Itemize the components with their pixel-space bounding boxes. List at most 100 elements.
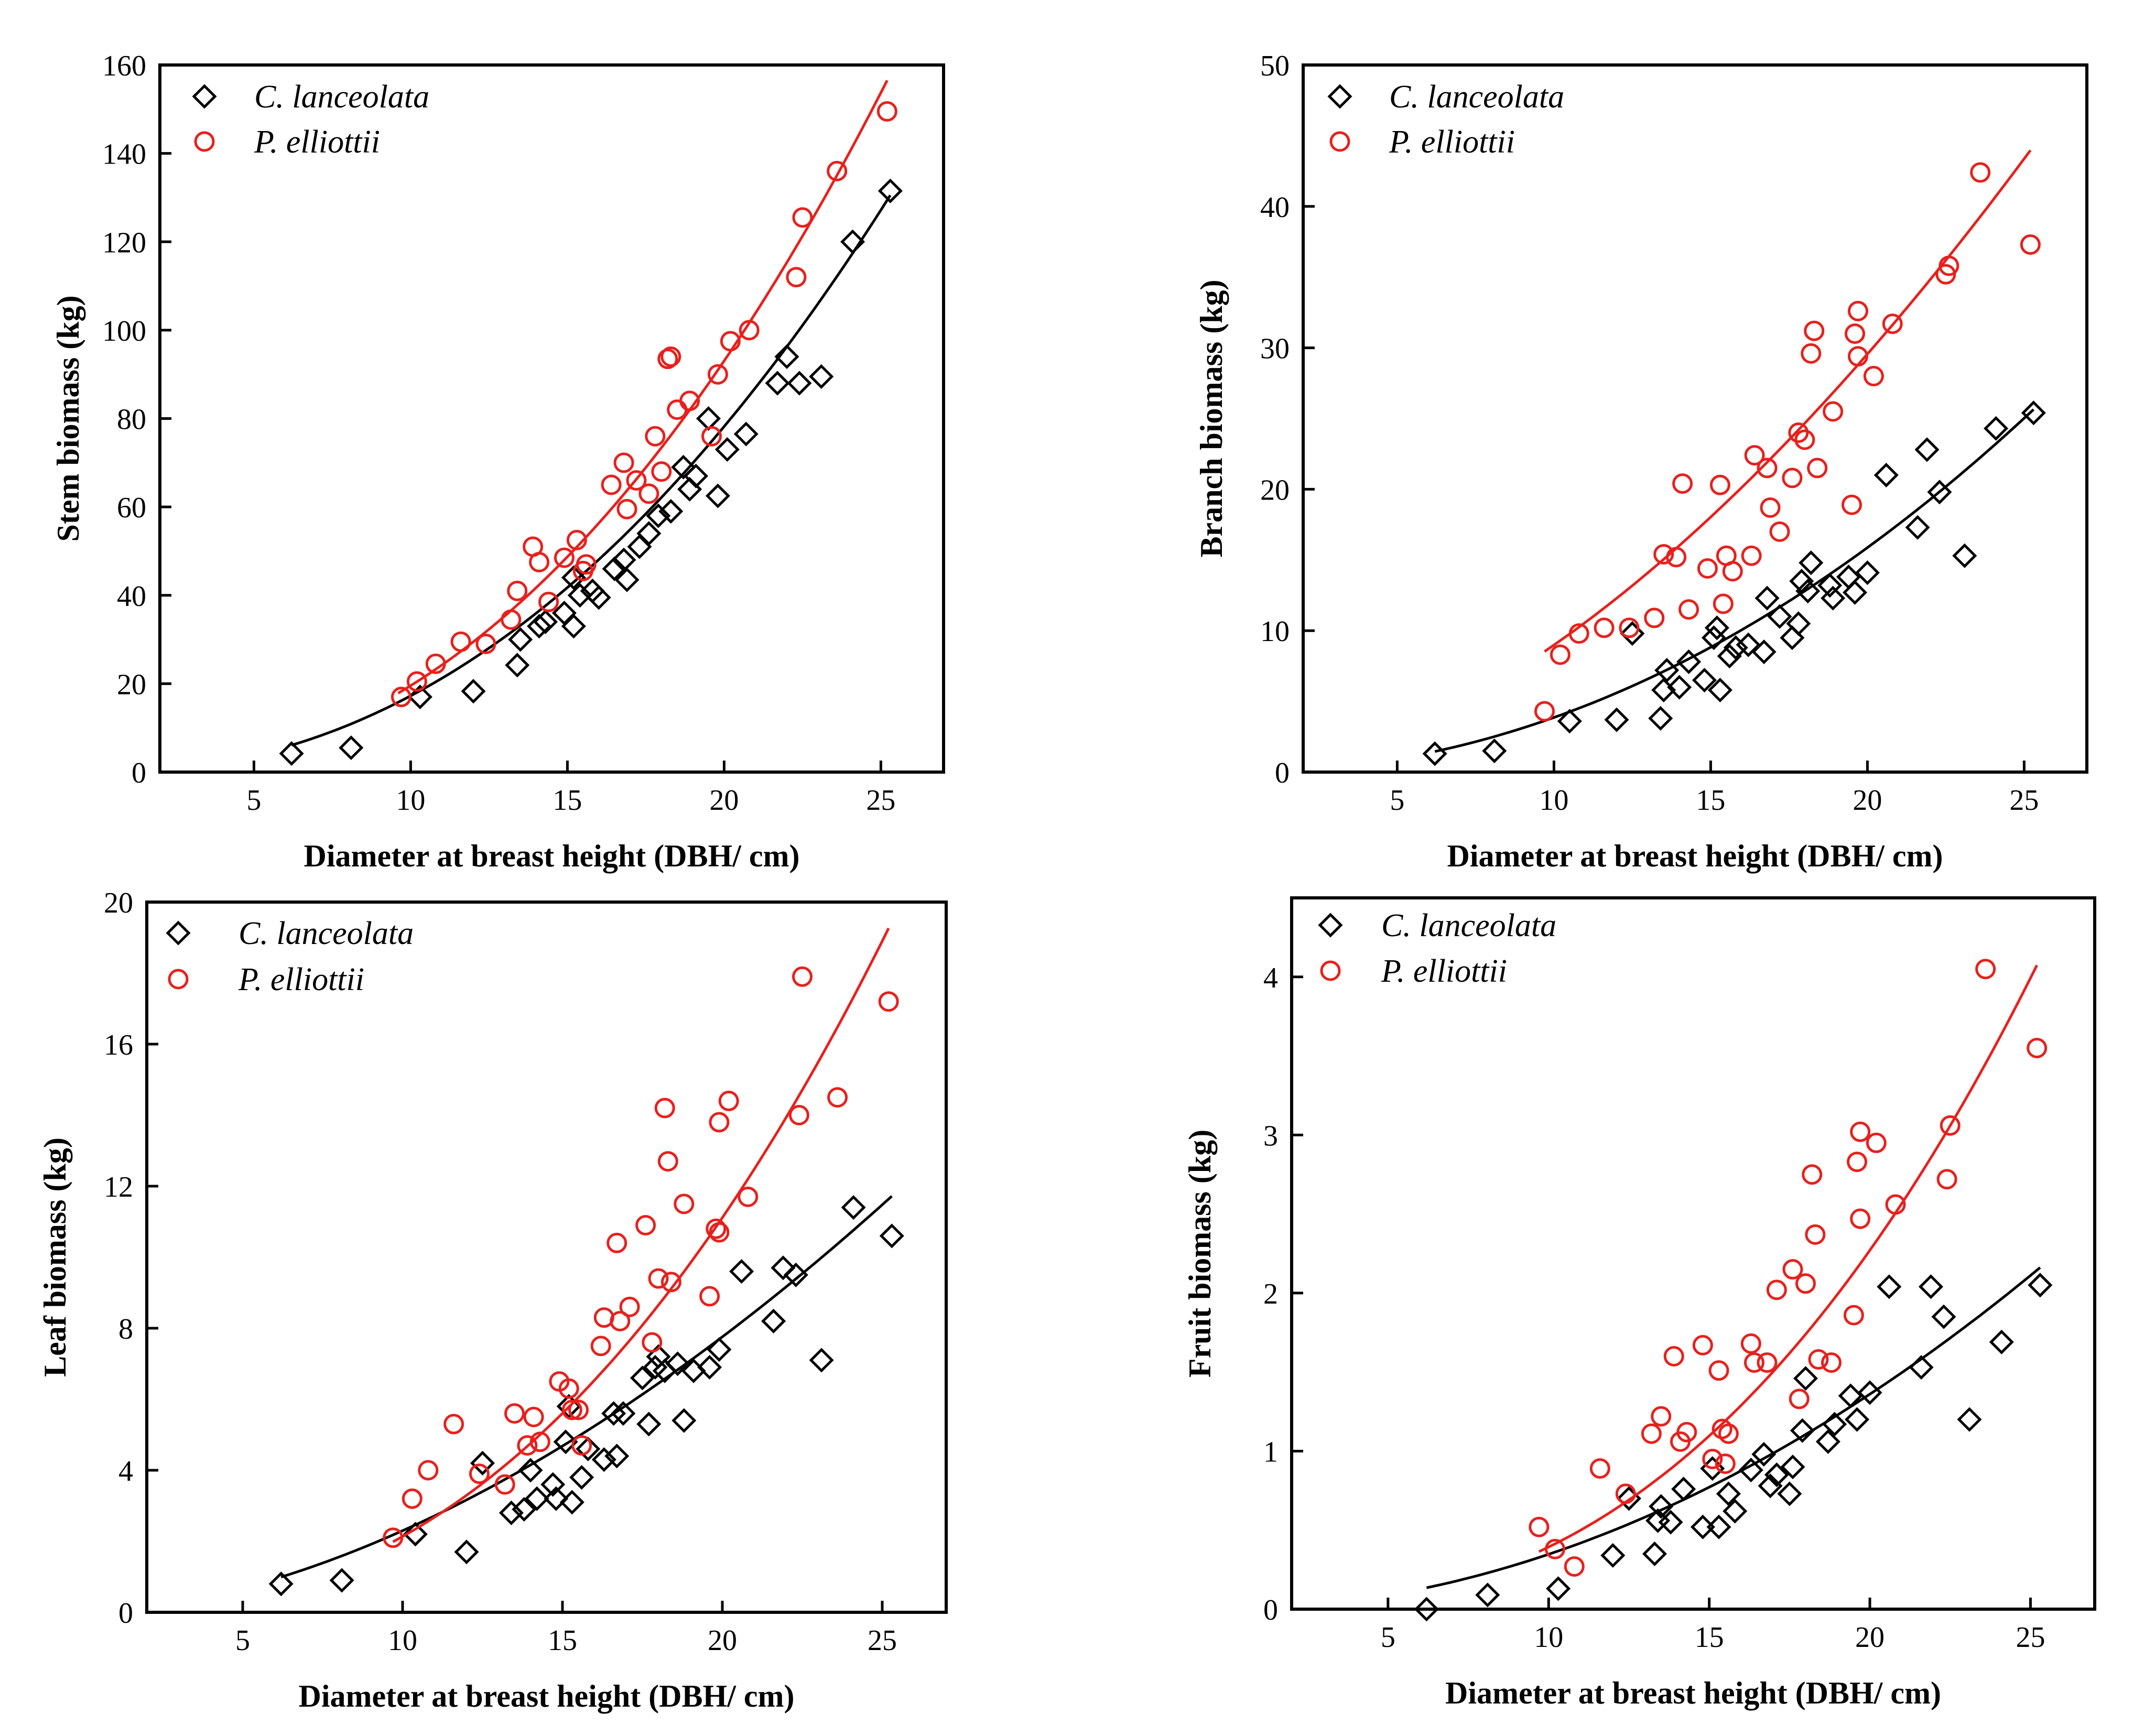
data-point [524, 1486, 549, 1511]
data-point [1709, 474, 1730, 495]
y-tick-label: 50 [1260, 50, 1290, 82]
data-point [733, 421, 759, 447]
data-point [339, 735, 364, 761]
data-point [1648, 706, 1673, 731]
data-point [527, 614, 552, 639]
data-point [788, 1105, 809, 1125]
data-point [559, 1490, 584, 1515]
data-point [1874, 462, 1899, 487]
data-point [809, 364, 834, 389]
data-point [1744, 445, 1765, 466]
data-point [1850, 1121, 1871, 1142]
x-tick-label: 20 [708, 1624, 737, 1657]
data-point [1718, 1423, 1739, 1444]
data-point [1697, 558, 1718, 579]
data-point [1793, 1366, 1818, 1391]
series-c-lanceolata [1422, 400, 2046, 766]
series-p-elliottii [383, 927, 899, 1548]
data-point [2028, 1273, 2053, 1298]
data-point [454, 1539, 479, 1565]
data-point [792, 207, 813, 228]
data-point [544, 1486, 569, 1511]
data-point [2027, 1037, 2048, 1058]
data-point [840, 229, 865, 254]
data-point [1534, 701, 1555, 722]
data-point [1970, 162, 1991, 183]
data-point [1780, 625, 1805, 650]
data-point [1769, 521, 1790, 542]
data-point [1984, 416, 2009, 441]
data-point [504, 1403, 525, 1424]
data-point [1935, 264, 1956, 285]
data-point [1821, 1352, 1842, 1373]
data-point [1564, 1556, 1585, 1577]
y-tick-label: 0 [1275, 757, 1290, 789]
data-point [613, 452, 634, 473]
x-tick-label: 15 [553, 784, 582, 817]
data-point [660, 1272, 681, 1293]
data-point [1764, 1462, 1789, 1488]
data-point [619, 1296, 640, 1317]
data-point [1755, 585, 1780, 611]
y-axis-label: Stem biomass (kg) [51, 295, 85, 541]
x-tick-label: 5 [1381, 1621, 1395, 1654]
data-point [1644, 607, 1665, 628]
y-tick-label: 10 [1260, 615, 1290, 648]
data-point [518, 1458, 543, 1483]
data-point [660, 346, 681, 367]
x-tick-label: 25 [2016, 1621, 2045, 1654]
data-point [1751, 1441, 1777, 1467]
data-point [1844, 323, 1865, 344]
data-point [1808, 1349, 1829, 1370]
data-point [665, 1351, 690, 1376]
data-point [841, 1195, 866, 1220]
data-point [1786, 611, 1811, 636]
x-tick-label: 25 [2009, 784, 2039, 817]
y-tick-label: 40 [117, 580, 146, 613]
data-point [705, 483, 730, 508]
data-point [1857, 1380, 1882, 1405]
data-point [1789, 1388, 1810, 1409]
legend-label: C. lanceolata [254, 79, 429, 115]
data-point [1760, 497, 1781, 518]
data-point [461, 679, 486, 704]
x-tick-label: 5 [246, 784, 261, 817]
data-point [1740, 1333, 1761, 1354]
data-point [771, 1255, 796, 1281]
legend-diamond-marker [166, 920, 191, 946]
data-point [1847, 346, 1868, 367]
legend-diamond-marker [1318, 913, 1343, 938]
y-tick-label: 0 [132, 757, 146, 789]
data-point [1678, 599, 1699, 620]
y-tick-label: 140 [102, 138, 146, 171]
legend-entry: P. elliottii [194, 124, 380, 160]
data-point [787, 371, 812, 396]
data-point [1795, 579, 1821, 604]
data-point [391, 687, 411, 708]
data-point [1741, 545, 1762, 566]
data-point [1641, 1423, 1662, 1444]
data-point [1672, 473, 1693, 494]
data-point [1738, 1458, 1763, 1483]
data-point [499, 1500, 524, 1525]
data-point [1676, 649, 1702, 675]
data-point [501, 609, 522, 630]
data-point [470, 1450, 495, 1475]
data-point [1788, 422, 1809, 443]
data-point [1658, 1510, 1683, 1535]
data-point [739, 320, 760, 341]
legend-label: C. lanceolata [239, 916, 414, 951]
data-point [1600, 1543, 1626, 1568]
data-point [709, 1222, 730, 1243]
data-point [508, 627, 533, 652]
series-p-elliottii [1534, 149, 2041, 722]
y-tick-label: 30 [1260, 333, 1290, 365]
data-point [709, 1112, 730, 1133]
y-tick-label: 60 [117, 492, 146, 524]
data-point [1847, 1152, 1868, 1173]
data-point [1604, 707, 1629, 732]
data-point [642, 1332, 663, 1353]
data-point [1757, 458, 1778, 479]
fit-curve [291, 194, 892, 747]
data-point [1914, 437, 1940, 462]
